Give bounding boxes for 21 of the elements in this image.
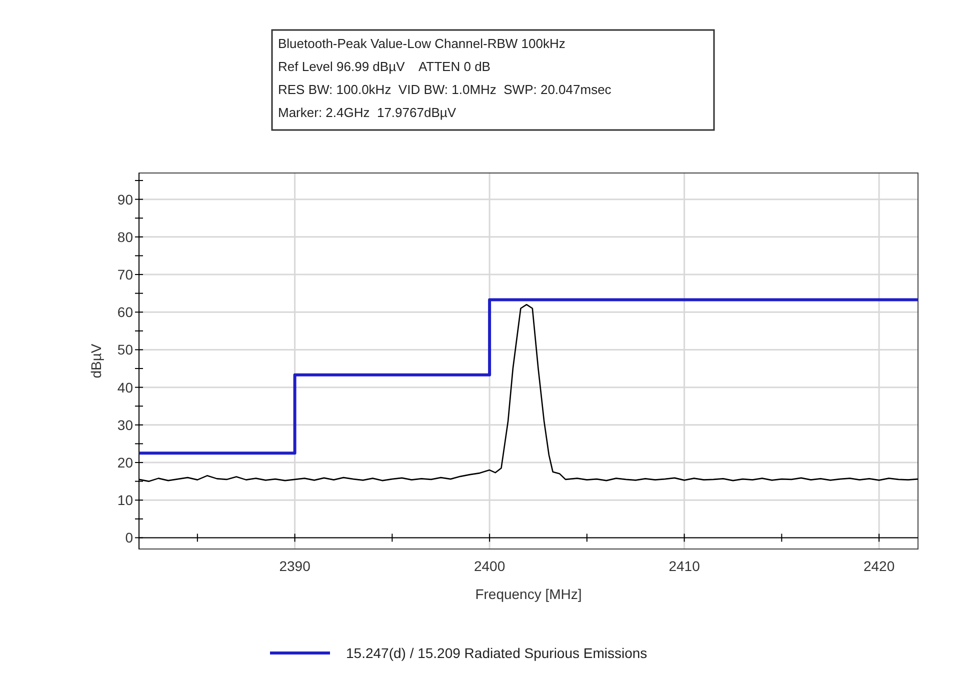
- text: Ref Level 96.99 dBµV ATTEN 0 dB: [278, 59, 490, 74]
- x-tick-label: 2390: [279, 558, 311, 574]
- chart-title: Bluetooth-Peak Value-Low Channel-RBW 100kHz: [278, 36, 566, 51]
- x-tick-label: 2420: [863, 558, 895, 574]
- x-tick-label: 2410: [668, 558, 700, 574]
- y-tick-label: 10: [117, 492, 134, 508]
- y-axis-title: dBµV: [88, 343, 104, 378]
- y-tick-label: 40: [117, 379, 134, 396]
- y-tick-label: 30: [117, 416, 134, 433]
- x-axis-title: Frequency [MHz]: [475, 586, 582, 602]
- y-tick-label: 60: [117, 304, 134, 320]
- y-tick-label: 0: [125, 530, 134, 546]
- y-tick-label: 50: [117, 342, 134, 358]
- y-tick-label: 20: [117, 454, 134, 471]
- y-tick-label: 80: [117, 228, 134, 245]
- text: Marker: 2.4GHz 17.9767dBµV: [278, 105, 456, 120]
- y-tick-label: 70: [117, 266, 134, 283]
- y-tick-label: 90: [117, 191, 134, 208]
- text: RES BW: 100.0kHz VID BW: 1.0MHz SWP: 20.047msec: [278, 82, 612, 97]
- x-tick-label: 2400: [474, 558, 506, 574]
- legend-label: 15.247(d) / 15.209 Radiated Spurious Emissions: [346, 645, 648, 661]
